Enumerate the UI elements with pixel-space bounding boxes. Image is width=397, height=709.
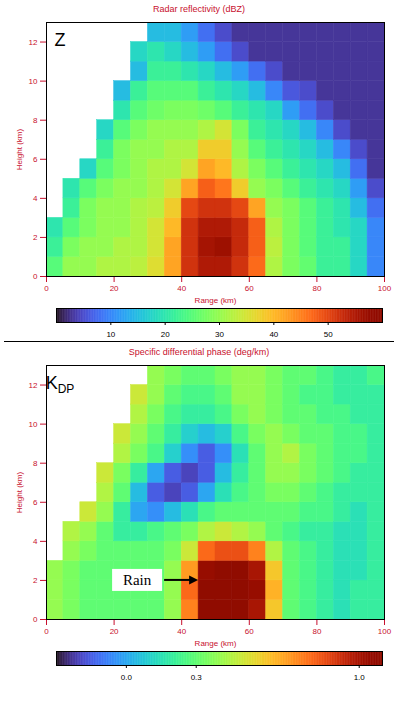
svg-text:0.3: 0.3 [191, 673, 203, 681]
svg-text:Range (km): Range (km) [195, 639, 237, 648]
svg-text:Rain: Rain [123, 572, 152, 588]
svg-text:6: 6 [33, 498, 38, 507]
svg-text:100: 100 [378, 284, 392, 293]
svg-text:12: 12 [29, 381, 38, 390]
svg-text:1.0: 1.0 [354, 673, 366, 681]
svg-text:Range (km): Range (km) [195, 296, 237, 305]
svg-text:6: 6 [33, 155, 38, 164]
svg-text:0: 0 [44, 284, 49, 293]
svg-text:10: 10 [106, 330, 115, 338]
svg-text:0: 0 [44, 627, 49, 636]
svg-text:100: 100 [378, 627, 392, 636]
svg-text:20: 20 [161, 330, 170, 338]
html-text:Radar reflectivity (dBZ): Radar reflectivity (dBZ) [153, 4, 245, 14]
svg-text:Height (km): Height (km) [15, 471, 24, 513]
svg-text:20: 20 [110, 627, 119, 636]
svg-text:40: 40 [269, 330, 278, 338]
svg-text:4: 4 [33, 194, 38, 203]
svg-text:0: 0 [33, 272, 38, 281]
svg-text:Height (km): Height (km) [15, 128, 24, 170]
svg-text:10: 10 [29, 420, 38, 429]
svg-text:Z: Z [55, 30, 66, 50]
svg-text:12: 12 [29, 38, 38, 47]
svg-text:40: 40 [177, 284, 186, 293]
svg-text:0: 0 [33, 615, 38, 624]
svg-text:10: 10 [29, 77, 38, 86]
svg-text:8: 8 [33, 459, 38, 468]
svg-text:60: 60 [245, 284, 254, 293]
svg-text:80: 80 [312, 284, 321, 293]
svg-text:0.0: 0.0 [121, 673, 133, 681]
svg-text:60: 60 [245, 627, 254, 636]
svg-text:2: 2 [33, 233, 38, 242]
svg-text:40: 40 [177, 627, 186, 636]
svg-text:KDP: KDP [46, 373, 75, 396]
svg-text:4: 4 [33, 537, 38, 546]
svg-text:50: 50 [324, 330, 333, 338]
html-text:Specific differential phase (d: Specific differential phase (deg/km) [128, 347, 270, 357]
svg-text:20: 20 [110, 284, 119, 293]
svg-text:8: 8 [33, 116, 38, 125]
svg-text:30: 30 [215, 330, 224, 338]
svg-text:80: 80 [312, 627, 321, 636]
svg-text:2: 2 [33, 576, 38, 585]
